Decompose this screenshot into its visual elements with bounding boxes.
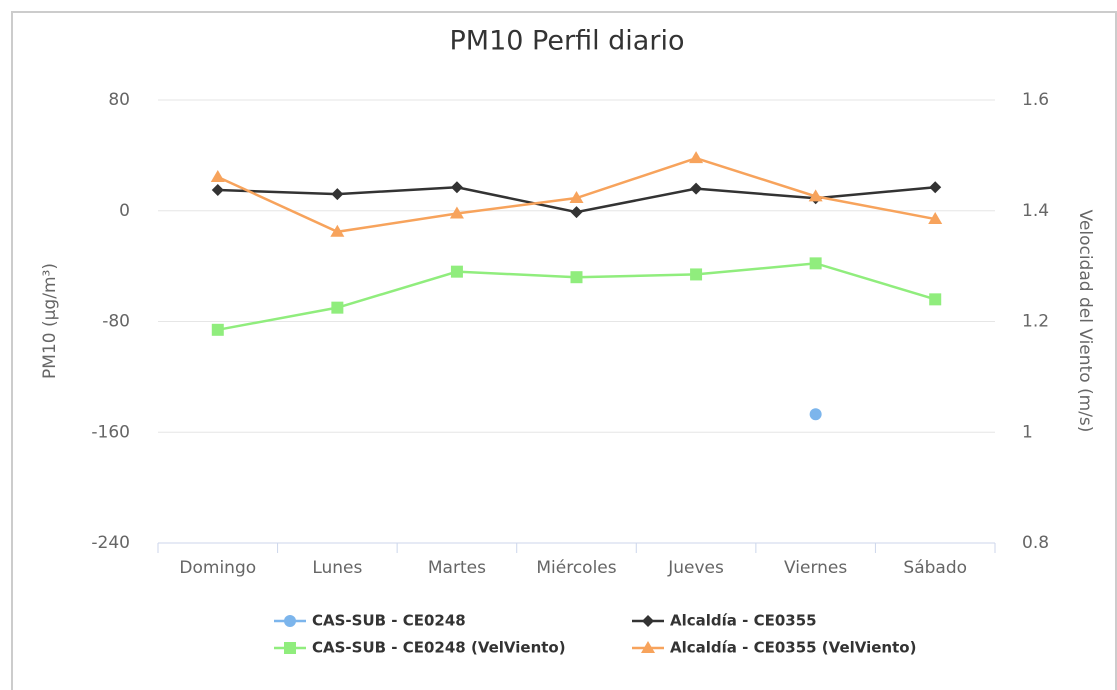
point xyxy=(929,181,942,194)
point xyxy=(642,615,654,627)
x-tick-label: Lunes xyxy=(312,558,362,578)
x-tick-label: Domingo xyxy=(179,558,256,578)
x-tick-label: Martes xyxy=(428,558,486,578)
y-axis-label: PM10 (µg/m³) xyxy=(40,263,60,379)
point xyxy=(284,642,296,654)
x-tick-label: Sábado xyxy=(903,558,967,578)
point xyxy=(210,169,225,182)
point xyxy=(211,183,224,196)
y-tick-label: 0 xyxy=(119,201,130,221)
point xyxy=(450,265,463,278)
point xyxy=(570,271,583,284)
point xyxy=(570,206,583,219)
point xyxy=(284,615,296,627)
y2-tick-label: 1 xyxy=(1022,422,1033,442)
legend-label: CAS-SUB - CE0248 xyxy=(312,612,466,630)
point xyxy=(331,188,344,201)
point xyxy=(569,191,584,204)
point xyxy=(331,301,344,314)
point xyxy=(449,206,464,219)
y-tick-label: -80 xyxy=(102,312,130,332)
point xyxy=(690,182,703,195)
point xyxy=(330,224,345,237)
y2-tick-label: 1.4 xyxy=(1022,201,1049,221)
point xyxy=(690,268,703,281)
y-tick-label: 80 xyxy=(108,90,130,110)
chart-frame xyxy=(11,11,1117,690)
y2-tick-label: 1.2 xyxy=(1022,312,1049,332)
legend-label: CAS-SUB - CE0248 (VelViento) xyxy=(312,639,566,657)
legend-label: Alcaldía - CE0355 (VelViento) xyxy=(670,639,916,657)
point xyxy=(450,181,463,194)
y2-tick-label: 0.8 xyxy=(1022,533,1049,553)
point xyxy=(211,323,224,336)
x-tick-label: Jueves xyxy=(667,558,724,578)
y2-axis-label: Velocidad del Viento (m/s) xyxy=(1075,210,1095,433)
y-tick-label: -240 xyxy=(91,533,130,553)
x-tick-label: Viernes xyxy=(784,558,847,578)
point xyxy=(929,293,942,306)
y-tick-label: -160 xyxy=(91,422,130,442)
point xyxy=(928,212,943,225)
point xyxy=(809,257,822,270)
point xyxy=(689,151,704,164)
point xyxy=(809,408,822,421)
x-tick-label: Miércoles xyxy=(536,558,616,578)
legend-label: Alcaldía - CE0355 xyxy=(670,612,817,630)
point xyxy=(641,641,655,653)
chart-title: PM10 Perfil diario xyxy=(450,26,685,57)
point xyxy=(808,189,823,202)
y2-tick-label: 1.6 xyxy=(1022,90,1049,110)
